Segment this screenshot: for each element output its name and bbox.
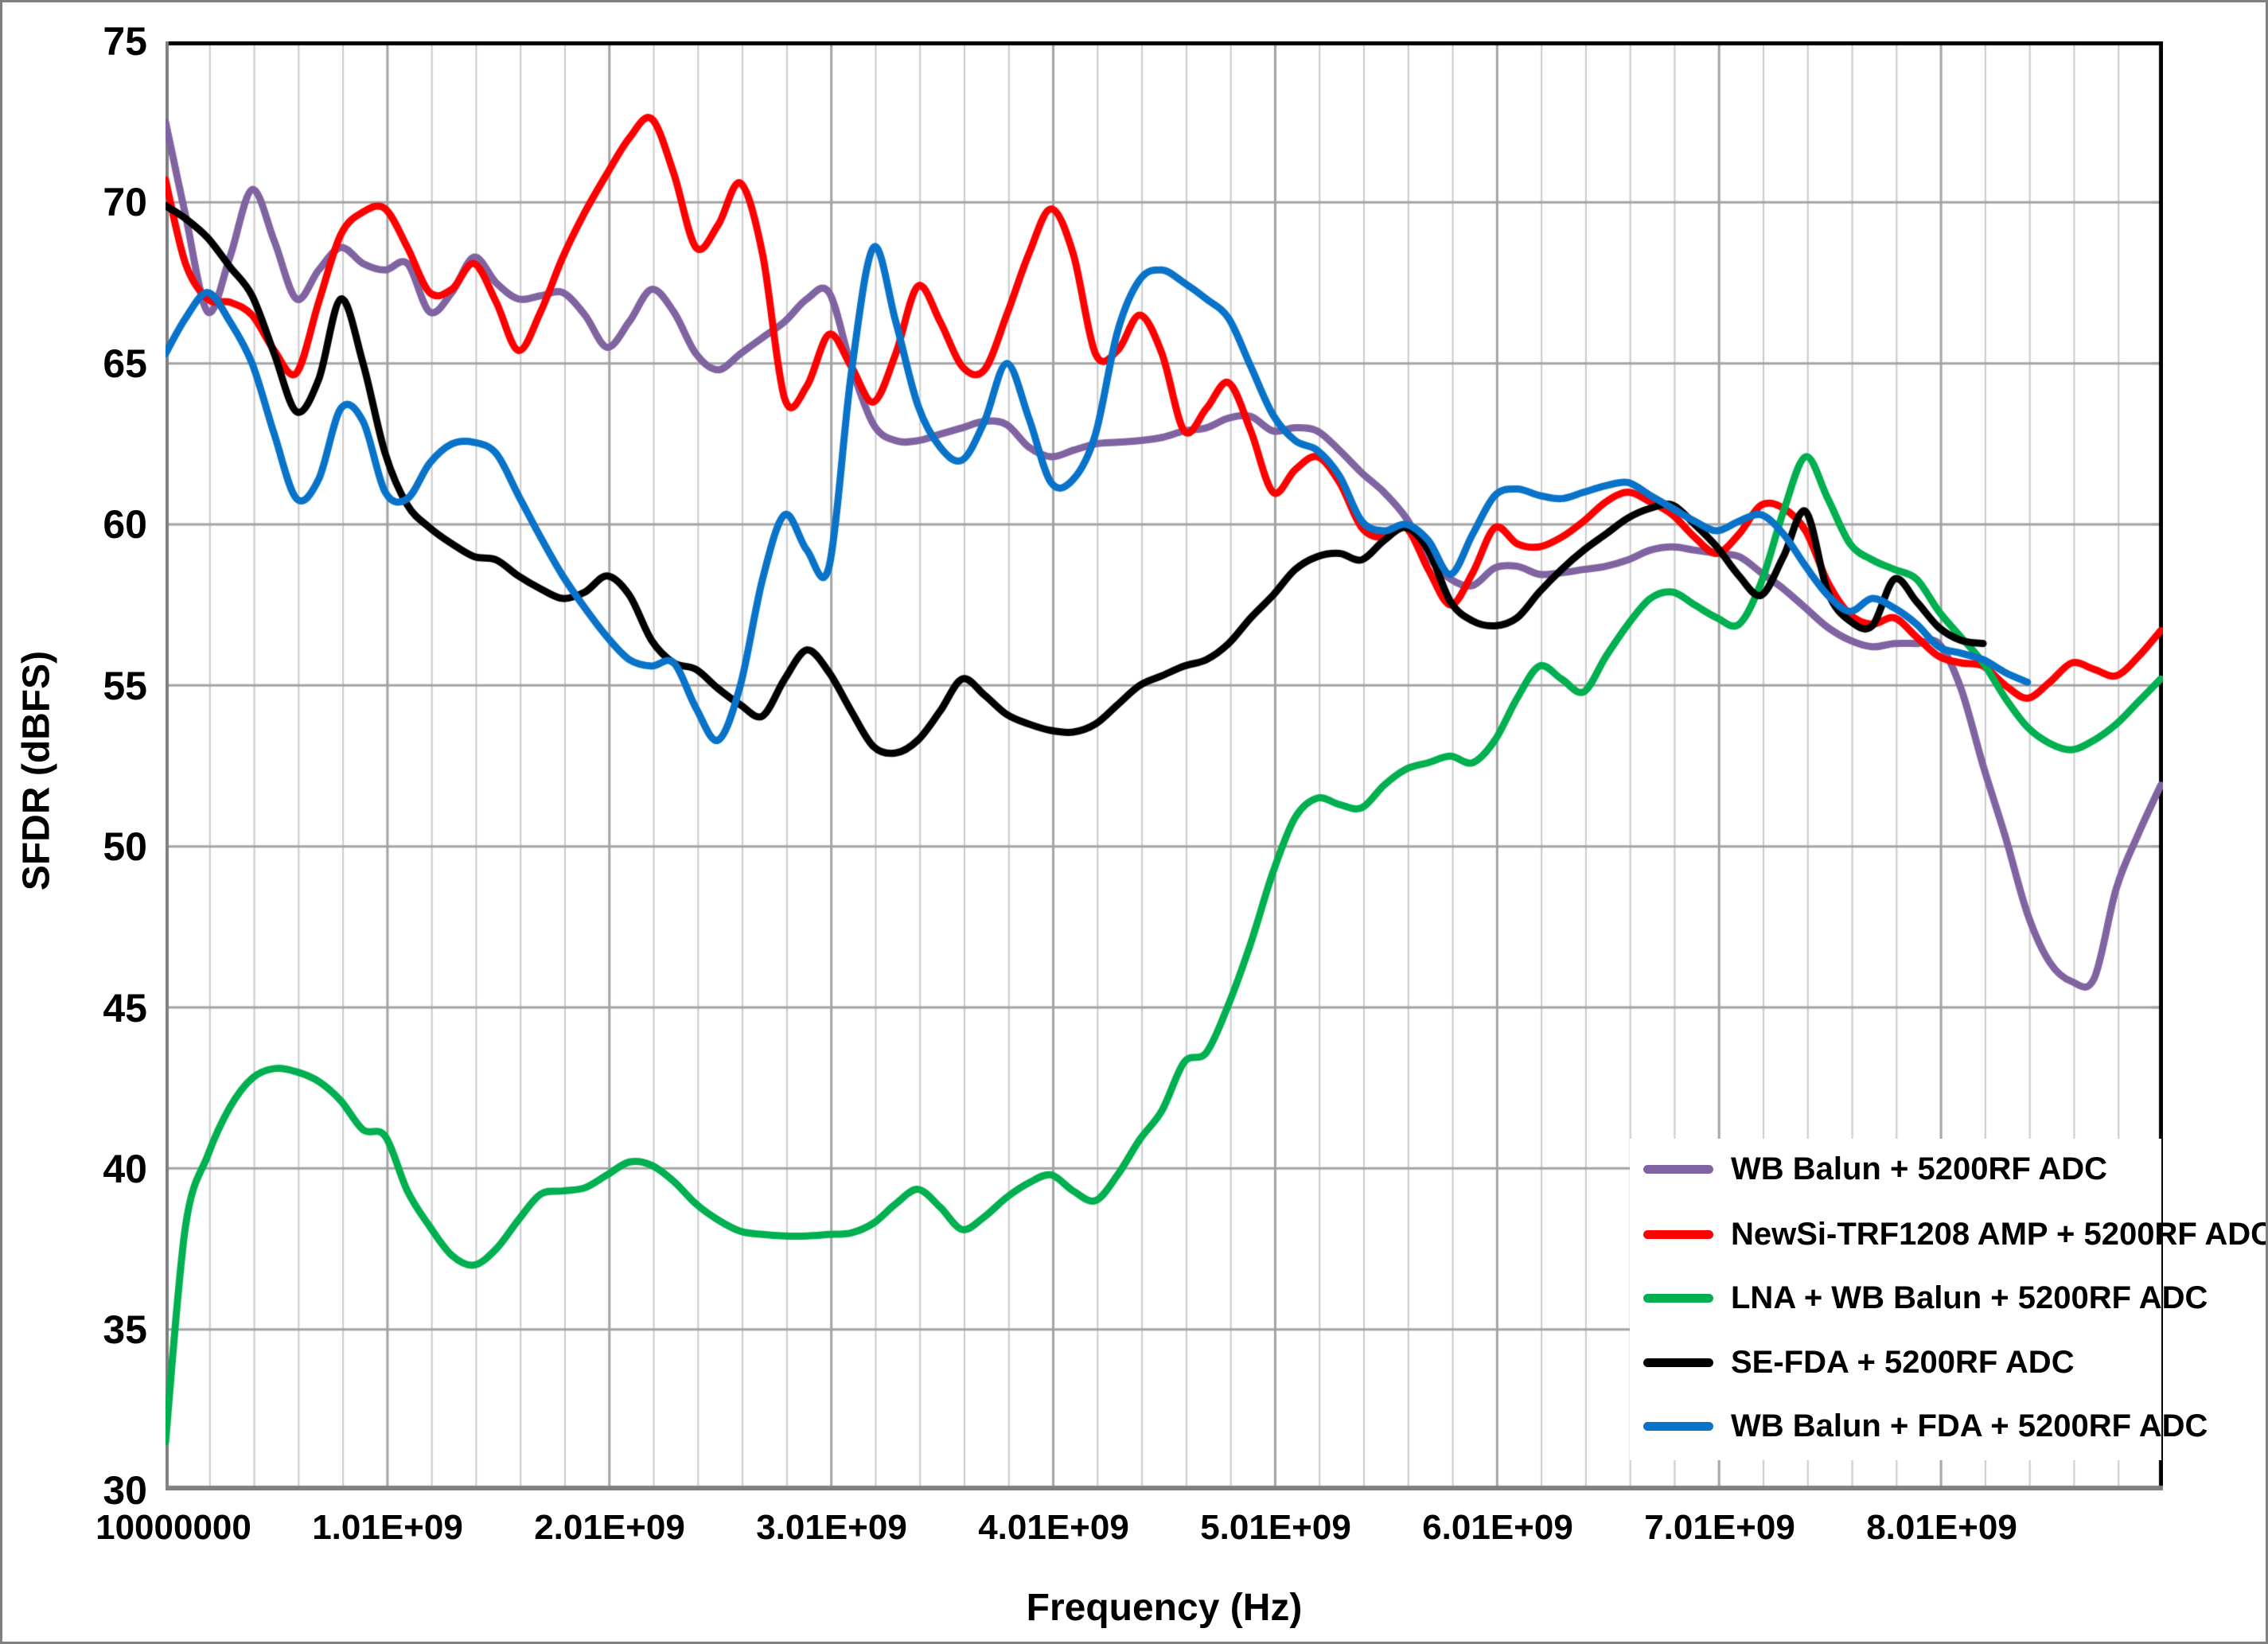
legend-label: NewSi-TRF1208 AMP + 5200RF ADC: [1731, 1216, 2268, 1252]
x-tick-7p01e9: 7.01E+09: [1644, 1508, 1795, 1547]
y-tick-50: 50: [103, 824, 147, 869]
x-tick-6p01e9: 6.01E+09: [1422, 1508, 1573, 1547]
y-tick-35: 35: [103, 1307, 147, 1352]
x-tick-3p01e9: 3.01E+09: [756, 1508, 907, 1547]
y-tick-70: 70: [103, 180, 147, 224]
x-tick-4p01e9: 4.01E+09: [978, 1508, 1129, 1547]
legend-swatch-red: [1643, 1229, 1713, 1239]
legend-item-wb-balun-fda: WB Balun + FDA + 5200RF ADC: [1630, 1402, 2208, 1450]
legend-label: SE-FDA + 5200RF ADC: [1731, 1344, 2075, 1380]
legend: WB Balun + 5200RF ADC NewSi-TRF1208 AMP …: [1630, 1139, 2266, 1460]
x-tick-8p01e9: 8.01E+09: [1866, 1508, 2017, 1547]
y-tick-55: 55: [103, 664, 147, 708]
legend-label: WB Balun + FDA + 5200RF ADC: [1731, 1408, 2208, 1443]
x-tick-2p01e9: 2.01E+09: [534, 1508, 685, 1547]
legend-swatch-green: [1643, 1293, 1713, 1303]
legend-label: LNA + WB Balun + 5200RF ADC: [1731, 1280, 2208, 1315]
legend-item-newsi-trf1208: NewSi-TRF1208 AMP + 5200RF ADC: [1630, 1210, 2268, 1258]
y-tick-45: 45: [103, 986, 147, 1030]
legend-swatch-blue: [1643, 1421, 1713, 1431]
legend-item-lna-wb-balun: LNA + WB Balun + 5200RF ADC: [1630, 1274, 2208, 1322]
legend-item-se-fda: SE-FDA + 5200RF ADC: [1630, 1338, 2075, 1386]
legend-label: WB Balun + 5200RF ADC: [1731, 1151, 2108, 1186]
y-tick-30: 30: [103, 1468, 147, 1513]
y-tick-65: 65: [103, 341, 147, 386]
x-axis-title: Frequency (Hz): [1026, 1587, 1303, 1629]
y-tick-40: 40: [103, 1147, 147, 1191]
y-tick-75: 75: [103, 19, 147, 64]
y-tick-60: 60: [103, 502, 147, 547]
x-tick-1p01e9: 1.01E+09: [312, 1508, 463, 1547]
legend-swatch-purple: [1643, 1164, 1713, 1174]
y-axis-title: SFDR (dBFS): [15, 650, 58, 891]
legend-item-wb-balun: WB Balun + 5200RF ADC: [1630, 1145, 2107, 1193]
x-tick-5p01e9: 5.01E+09: [1200, 1508, 1351, 1547]
x-tick-1e7: 10000000: [95, 1508, 251, 1547]
legend-swatch-black: [1643, 1358, 1713, 1367]
